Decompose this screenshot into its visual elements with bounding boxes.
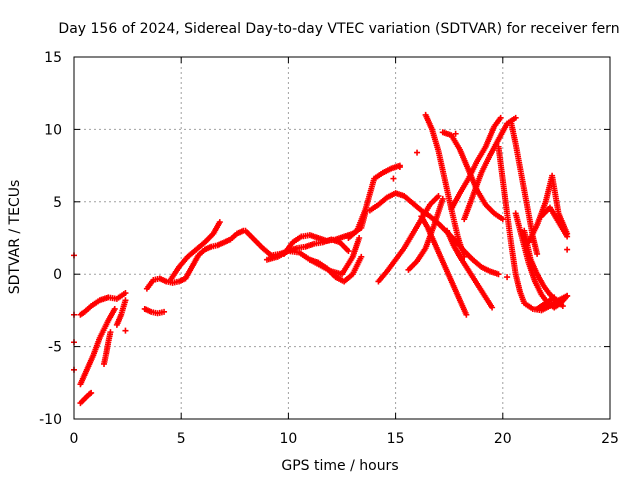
y-tick-label: -10 <box>39 412 62 428</box>
data-point <box>216 219 223 226</box>
x-tick-label: 20 <box>494 431 512 447</box>
data-points <box>71 111 571 407</box>
data-point <box>161 308 168 315</box>
data-point <box>358 253 365 260</box>
data-point <box>534 250 541 257</box>
data-point <box>111 305 118 312</box>
data-point <box>435 193 442 200</box>
y-tick-label: 15 <box>44 50 62 66</box>
axis-ticks <box>73 56 611 420</box>
chart-title: Day 156 of 2024, Sidereal Day-to-day VTE… <box>58 21 619 37</box>
data-point <box>122 327 129 334</box>
data-point <box>559 303 566 310</box>
x-tick-label: 10 <box>279 431 297 447</box>
y-tick-labels: -10 -5 0 5 10 15 <box>39 50 62 428</box>
data-point <box>489 304 496 311</box>
data-point <box>463 311 470 318</box>
data-point <box>390 175 397 182</box>
y-tick-label: 10 <box>44 122 62 138</box>
data-point <box>564 246 571 253</box>
data-point <box>122 290 129 297</box>
y-tick-label: 0 <box>53 267 62 283</box>
y-tick-label: 5 <box>53 195 62 211</box>
data-point <box>497 114 504 121</box>
y-axis-label: SDTVAR / TECUs <box>7 180 23 295</box>
data-point <box>88 389 95 396</box>
y-tick-label: -5 <box>48 340 62 356</box>
x-axis-label: GPS time / hours <box>281 458 398 474</box>
data-point <box>414 149 421 156</box>
x-tick-label: 0 <box>70 431 79 447</box>
data-point <box>396 164 403 171</box>
x-tick-label: 25 <box>601 431 619 447</box>
data-point <box>499 216 506 223</box>
data-point <box>439 195 446 202</box>
data-point <box>356 235 363 241</box>
data-point <box>495 271 502 278</box>
x-tick-label: 5 <box>177 431 186 447</box>
x-tick-labels: 0 5 10 15 20 25 <box>70 431 619 447</box>
data-point <box>512 114 519 121</box>
data-point <box>504 274 511 281</box>
data-point <box>345 248 352 255</box>
plot-border <box>73 56 611 420</box>
data-point <box>452 130 459 137</box>
data-point <box>122 297 129 304</box>
data-point <box>107 329 114 336</box>
data-point <box>564 233 571 240</box>
data-point <box>564 292 571 299</box>
data-point <box>551 294 558 301</box>
x-tick-label: 15 <box>387 431 405 447</box>
